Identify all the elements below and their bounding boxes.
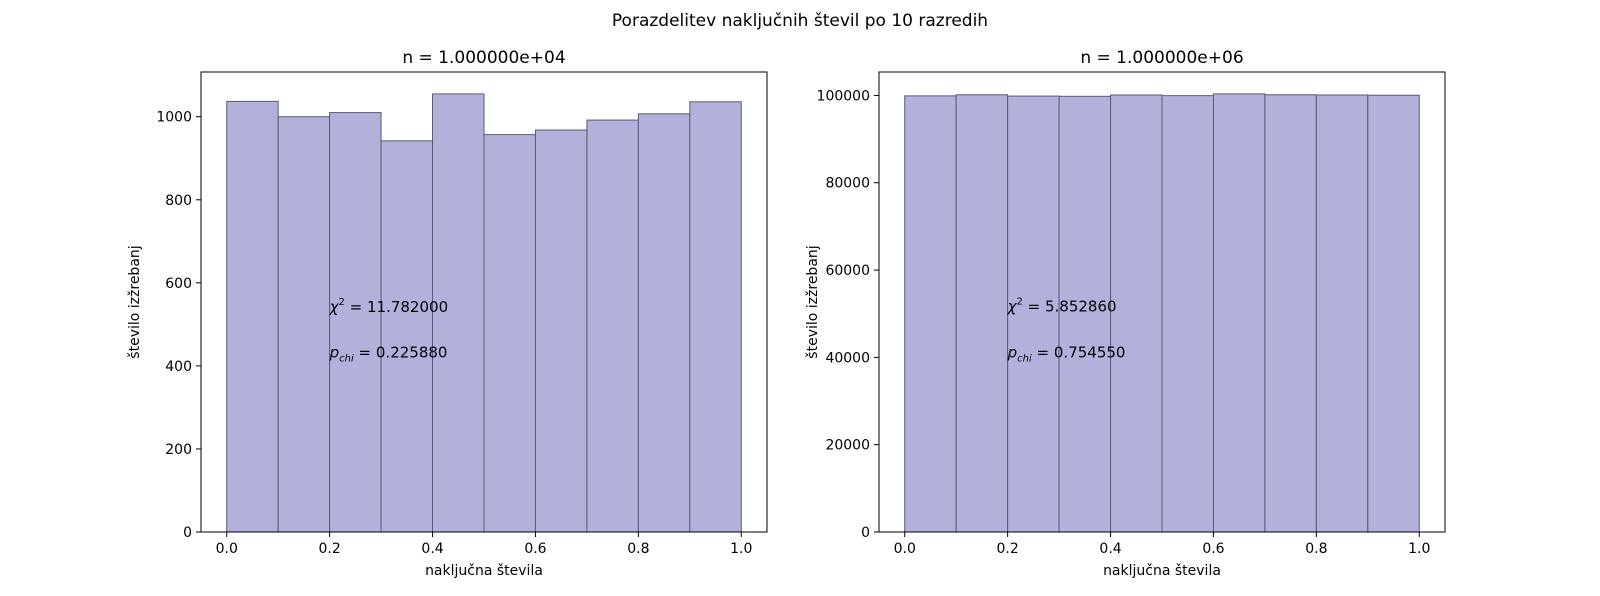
stat-symbol: χ <box>329 298 340 316</box>
stat-subscript: chi <box>1017 353 1032 364</box>
histogram-bar <box>226 100 279 533</box>
x-tick-label: 1.0 <box>1408 541 1430 557</box>
x-tick-label: 0.6 <box>524 541 546 557</box>
y-tick-label: 0 <box>183 525 192 541</box>
y-tick-label: 400 <box>165 359 192 375</box>
histogram-bar <box>534 129 588 533</box>
histogram-bar <box>329 112 382 533</box>
x-tick-label: 1.0 <box>730 541 752 557</box>
y-tick-label: 80000 <box>825 176 870 192</box>
x-tick-label: 0.4 <box>1099 541 1121 557</box>
x-tick-label: 0.8 <box>627 541 649 557</box>
stat-annotation: pchi = 0.225880 <box>329 344 448 365</box>
stat-superscript: 2 <box>339 297 345 308</box>
histogram-bar <box>1315 94 1369 533</box>
y-tick-label: 20000 <box>825 438 870 454</box>
histogram-bar <box>1007 95 1060 533</box>
histogram-bar <box>277 116 331 533</box>
stat-value: = 5.852860 <box>1023 298 1117 316</box>
stat-symbol: χ <box>1007 298 1018 316</box>
stat-symbol: p <box>329 344 340 362</box>
y-axis-label: število izžrebanj <box>805 245 821 358</box>
x-tick-label: 0.8 <box>1305 541 1327 557</box>
x-tick-label: 0.6 <box>1202 541 1224 557</box>
histogram-bar <box>432 93 485 533</box>
stat-annotation: pchi = 0.754550 <box>1007 343 1126 364</box>
axes-title: n = 1.000000e+06 <box>1080 48 1243 68</box>
stat-value: = 0.225880 <box>354 344 448 362</box>
histogram-bar <box>1212 93 1266 533</box>
histogram-panel-left: 0.0 0.2 0.4 0.6 0.8 1.0 0 200 400 600 800 1000 n = 1… <box>127 48 768 579</box>
histogram-bar <box>904 95 957 533</box>
x-axis-label: naključna števila <box>425 563 543 579</box>
y-tick-label: 200 <box>165 442 192 458</box>
y-tick-label: 1000 <box>156 110 192 126</box>
histogram-bar <box>1058 95 1112 533</box>
histogram-bar <box>1367 94 1420 533</box>
x-tick-label: 0.4 <box>421 541 443 557</box>
histogram-bar <box>955 94 1009 533</box>
figure-suptitle: Porazdelitev naključnih števil po 10 raz… <box>612 11 988 31</box>
y-tick-label: 60000 <box>825 263 870 279</box>
y-tick-label: 800 <box>165 193 192 209</box>
stat-superscript: 2 <box>1017 297 1023 308</box>
y-tick-label: 100000 <box>817 88 870 104</box>
histogram-bar <box>483 134 536 533</box>
y-axis-label: število izžrebanj <box>127 245 143 358</box>
histogram-panel-right: 0.0 0.2 0.4 0.6 0.8 1.0 0 20000 40000 60000 80000 1… <box>805 48 1446 579</box>
x-tick-label: 0.2 <box>997 541 1019 557</box>
x-axis-label: naključna števila <box>1103 563 1221 579</box>
stat-symbol: p <box>1007 343 1018 361</box>
axes-frame <box>878 71 1446 533</box>
axes-frame <box>200 71 768 533</box>
histogram-bar <box>689 101 742 533</box>
stat-annotation: χ2 = 11.782000 <box>329 297 449 316</box>
histogram-bar <box>1161 95 1214 533</box>
x-tick-label: 0.0 <box>216 541 238 557</box>
histogram-bar <box>586 119 639 533</box>
histogram-bar <box>1110 94 1163 533</box>
stat-annotation: χ2 = 5.852860 <box>1007 297 1117 316</box>
stat-subscript: chi <box>339 354 354 365</box>
y-tick-label: 40000 <box>825 350 870 366</box>
histogram-bar <box>380 140 434 533</box>
y-tick-label: 600 <box>165 276 192 292</box>
x-tick-label: 0.2 <box>319 541 341 557</box>
histogram-bar <box>637 113 691 533</box>
stat-value: = 0.754550 <box>1032 343 1126 361</box>
x-tick-label: 0.0 <box>894 541 916 557</box>
stat-value: = 11.782000 <box>345 298 448 316</box>
y-tick-label: 0 <box>861 525 870 541</box>
axes-title: n = 1.000000e+04 <box>402 48 565 68</box>
histogram-bar <box>1264 94 1317 533</box>
